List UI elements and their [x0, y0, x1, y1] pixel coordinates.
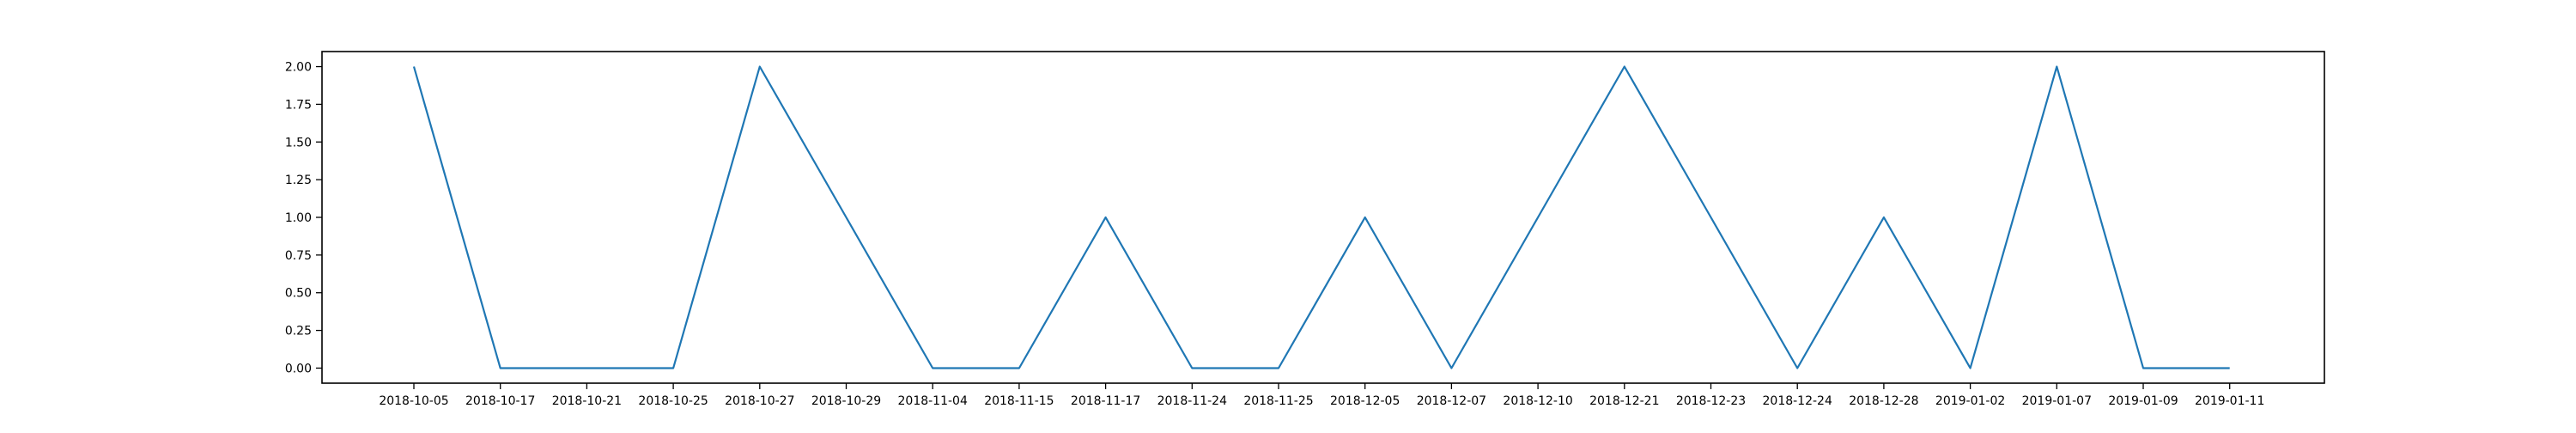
y-tick-label: 0.25 [285, 325, 312, 338]
y-tick-label: 0.00 [285, 362, 312, 375]
y-axis-ticks: 0.00 0.25 0.50 0.75 1.00 1.25 1.50 1.75 2.00 [285, 61, 322, 375]
x-tick-label: 2018-12-21 [1589, 394, 1659, 408]
x-tick-label: 2019-01-02 [1935, 394, 2005, 408]
x-tick-label: 2019-01-07 [2022, 394, 2092, 408]
x-tick-label: 2018-11-17 [1071, 394, 1140, 408]
x-tick-label: 2018-11-04 [898, 394, 968, 408]
x-tick-label: 2018-11-24 [1157, 394, 1227, 408]
series-line [412, 65, 2230, 369]
x-tick-label: 2018-12-05 [1330, 394, 1400, 408]
x-tick-label: 2018-12-07 [1417, 394, 1486, 408]
y-tick-label: 1.00 [285, 211, 312, 225]
x-tick-label: 2018-11-25 [1243, 394, 1313, 408]
plot-frame [321, 51, 2325, 384]
x-tick-label: 2018-11-15 [984, 394, 1054, 408]
x-axis-ticks: 2018-10-05 2018-10-17 2018-10-21 2018-10-25… [379, 383, 2264, 408]
x-tick-label: 2018-10-29 [811, 394, 881, 408]
x-tick-label: 2018-12-28 [1849, 394, 1918, 408]
x-tick-label: 2019-01-11 [2195, 394, 2264, 408]
x-tick-label: 2018-10-21 [552, 394, 622, 408]
y-tick-label: 0.75 [285, 249, 312, 263]
y-tick-label: 1.50 [285, 136, 312, 149]
series-layer [412, 65, 2230, 369]
x-tick-label: 2018-10-17 [465, 394, 535, 408]
y-tick-label: 0.50 [285, 287, 312, 301]
x-tick-label: 2018-12-23 [1676, 394, 1746, 408]
y-tick-label: 1.75 [285, 98, 312, 112]
x-tick-label: 2018-10-05 [379, 394, 448, 408]
y-tick-label: 1.25 [285, 174, 312, 187]
x-tick-label: 2019-01-09 [2108, 394, 2178, 408]
x-tick-label: 2018-10-25 [638, 394, 708, 408]
x-tick-label: 2018-10-27 [725, 394, 794, 408]
x-tick-label: 2018-12-24 [1763, 394, 1832, 408]
x-tick-label: 2018-12-10 [1503, 394, 1572, 408]
y-tick-label: 2.00 [285, 61, 312, 75]
